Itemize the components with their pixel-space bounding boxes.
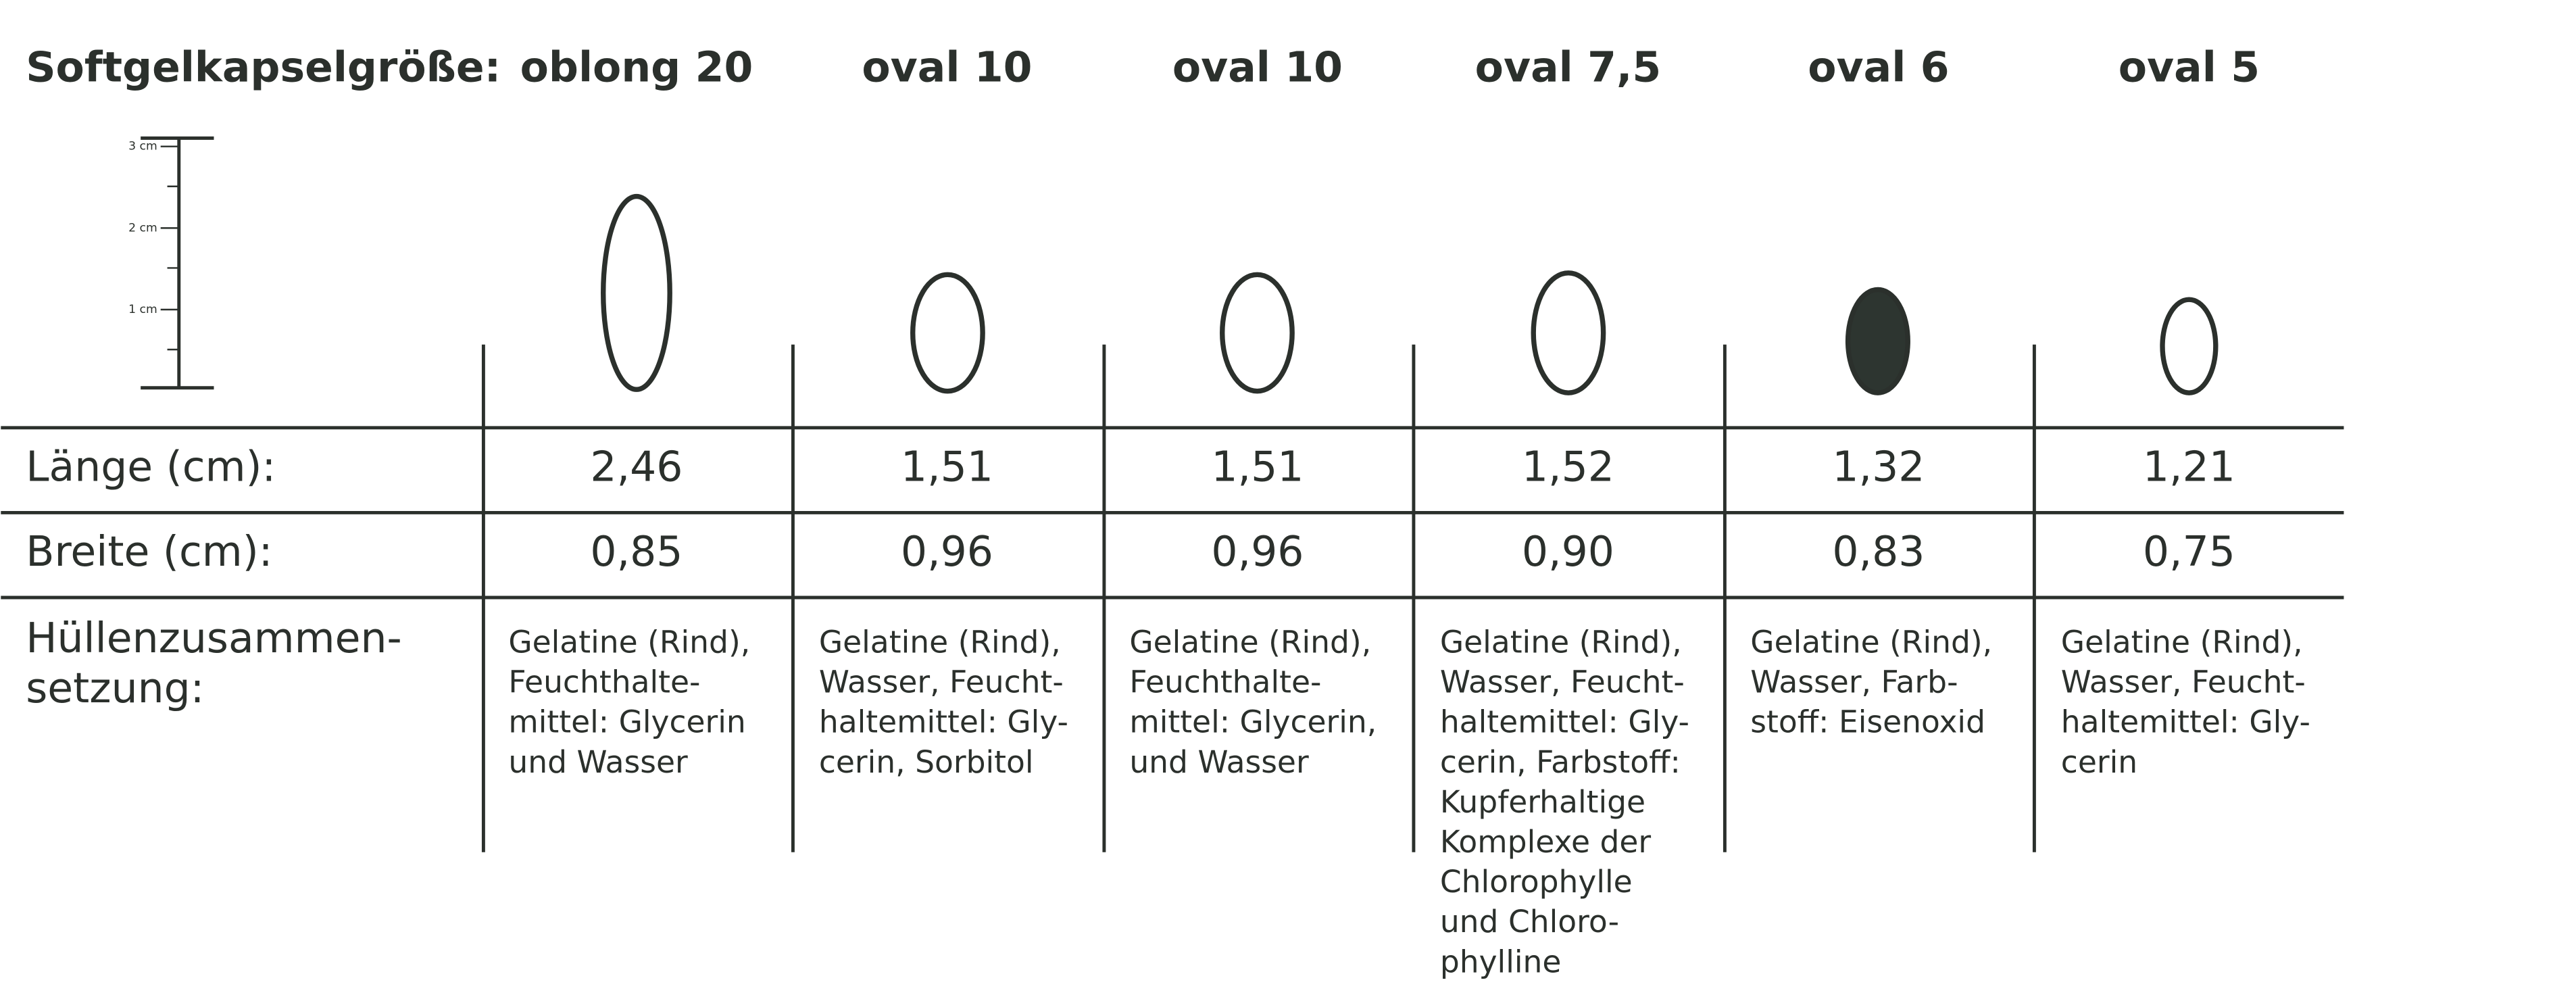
length-value: 1,52 xyxy=(1522,442,1614,491)
length-value: 2,46 xyxy=(590,442,683,491)
ruler-label: 1 cm xyxy=(128,303,157,316)
row-label: Länge (cm): xyxy=(26,442,276,491)
composition-line: Gelatine (Rind), xyxy=(819,624,1061,660)
length-value: 1,32 xyxy=(1832,442,1925,491)
column-header: oblong 20 xyxy=(520,43,753,92)
composition-line: cerin, Sorbitol xyxy=(819,744,1034,780)
column-header: oval 5 xyxy=(2119,43,2260,92)
row-label: Hüllenzusammen- xyxy=(26,614,401,662)
composition-line: mittel: Glycerin, xyxy=(1129,704,1377,740)
composition-line: Wasser, Feucht- xyxy=(2061,664,2306,700)
composition-line: haltemittel: Gly- xyxy=(2061,704,2310,740)
composition-line: stoff: Eisenoxid xyxy=(1750,704,1985,740)
capsule xyxy=(2160,297,2219,395)
length-value: 1,51 xyxy=(901,442,993,491)
composition-line: und Wasser xyxy=(508,744,688,780)
capsules xyxy=(601,193,2219,395)
capsule xyxy=(1220,272,1295,394)
composition-line: Gelatine (Rind), xyxy=(1440,624,1682,660)
row-label: Breite (cm): xyxy=(26,527,272,576)
row-label: setzung: xyxy=(26,664,204,712)
composition-line: haltemittel: Gly- xyxy=(819,704,1068,740)
composition-line: Gelatine (Rind), xyxy=(508,624,750,660)
composition-line: und Chloro- xyxy=(1440,904,1619,940)
composition-line: Gelatine (Rind), xyxy=(1129,624,1371,660)
capsule xyxy=(601,193,672,392)
composition-line: Gelatine (Rind), xyxy=(2061,624,2303,660)
composition-line: Kupferhaltige xyxy=(1440,784,1645,820)
column-header: oval 7,5 xyxy=(1475,43,1662,92)
column-header: oval 10 xyxy=(1172,43,1343,92)
width-value: 0,83 xyxy=(1832,527,1925,576)
ruler-label: 2 cm xyxy=(128,221,157,235)
composition-line: Wasser, Feucht- xyxy=(1440,664,1685,700)
width-value: 0,90 xyxy=(1522,527,1614,576)
width-value: 0,85 xyxy=(590,527,683,576)
composition-line: Wasser, Feucht- xyxy=(819,664,1064,700)
composition-line: mittel: Glycerin xyxy=(508,704,745,740)
width-value: 0,96 xyxy=(1211,527,1304,576)
composition-line: und Wasser xyxy=(1129,744,1309,780)
capsule xyxy=(1531,270,1606,395)
capsule xyxy=(1845,287,1910,395)
length-value: 1,51 xyxy=(1211,442,1304,491)
composition-line: Chlorophylle xyxy=(1440,864,1633,900)
table-lines xyxy=(1,344,2344,852)
column-header: oval 10 xyxy=(862,43,1032,92)
title: Softgelkapselgröße: xyxy=(26,43,501,92)
composition-line: Feuchthalte- xyxy=(508,664,700,700)
width-value: 0,75 xyxy=(2143,527,2235,576)
composition-line: phylline xyxy=(1440,944,1562,979)
composition-line: Feuchthalte- xyxy=(1129,664,1321,700)
column-header: oval 6 xyxy=(1808,43,1949,92)
composition-line: cerin xyxy=(2061,744,2137,780)
composition-line: Komplexe der xyxy=(1440,824,1652,860)
capsule xyxy=(910,272,985,394)
width-value: 0,96 xyxy=(901,527,993,576)
composition-line: Wasser, Farb- xyxy=(1750,664,1958,700)
composition-line: Gelatine (Rind), xyxy=(1750,624,1992,660)
composition-line: cerin, Farbstoff: xyxy=(1440,744,1681,780)
composition-line: haltemittel: Gly- xyxy=(1440,704,1689,740)
ruler-label: 3 cm xyxy=(128,140,157,153)
ruler xyxy=(141,136,214,390)
length-value: 1,21 xyxy=(2143,442,2235,491)
